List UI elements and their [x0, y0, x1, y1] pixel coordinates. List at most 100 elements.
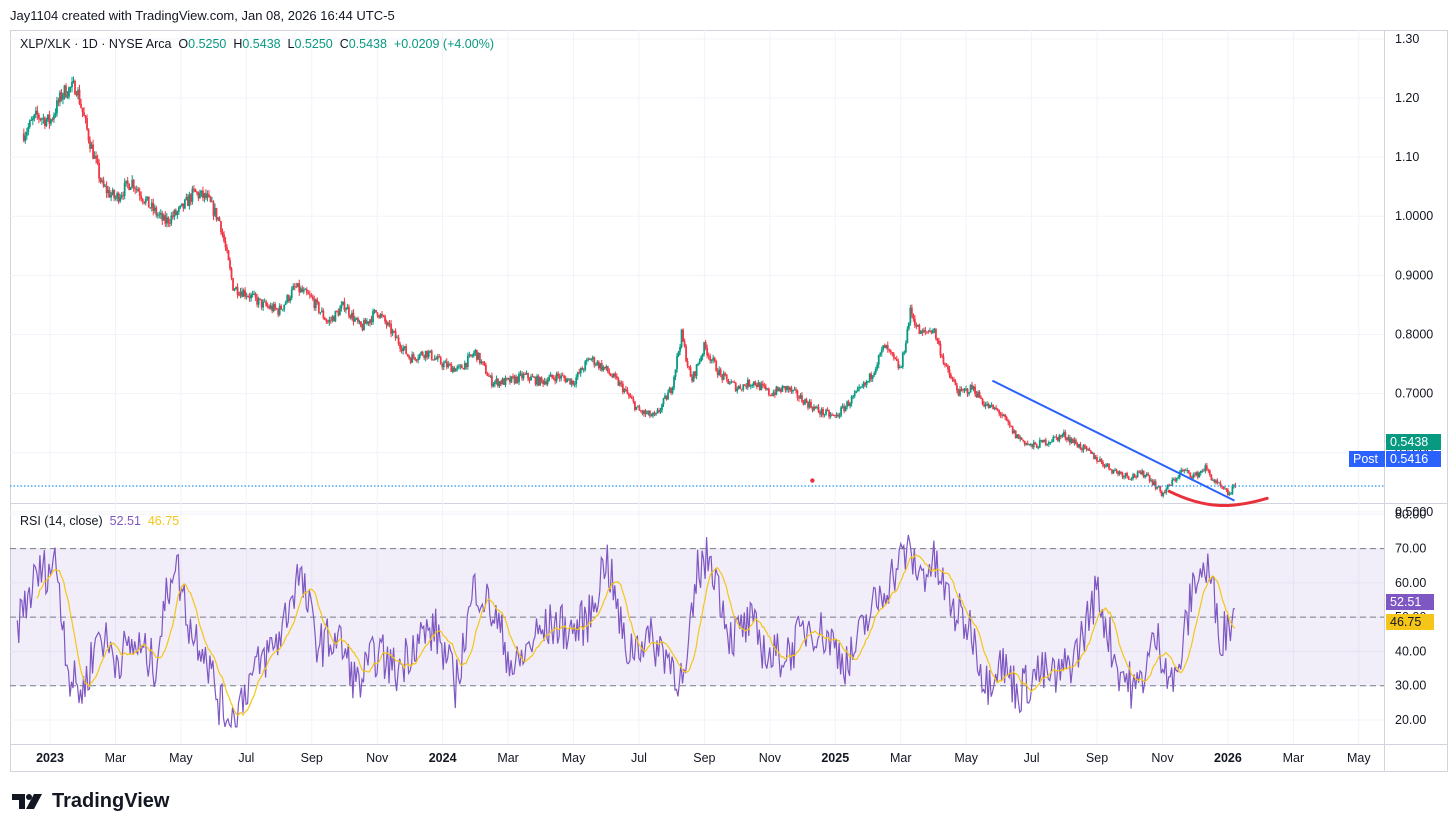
candle-body [1014, 430, 1017, 439]
candle-body [328, 320, 331, 323]
candle-body [411, 354, 414, 363]
candle-body [305, 289, 308, 293]
candle-body [734, 382, 737, 392]
price-tick-label: 0.7000 [1395, 387, 1433, 401]
candle-body [286, 295, 289, 303]
candle-body [558, 375, 561, 379]
candle-body [412, 354, 415, 358]
candle-body [1233, 485, 1235, 487]
candle-body [441, 363, 444, 368]
candle-body [606, 366, 609, 372]
candle-body [623, 389, 626, 393]
candle-body [250, 294, 252, 299]
candle-body [128, 183, 131, 190]
candle-body [260, 299, 263, 308]
tradingview-logo[interactable]: TradingView [12, 790, 169, 813]
candle-body [948, 369, 951, 375]
candle-body [1120, 471, 1122, 474]
candle-body [990, 404, 993, 406]
candle-body [87, 129, 90, 141]
candle-body [1132, 474, 1134, 479]
candle-body [206, 194, 209, 198]
candle-body [256, 297, 259, 305]
tradingview-logo-icon [12, 793, 42, 809]
candle-body [856, 388, 859, 392]
time-tick-label: May [169, 751, 193, 765]
candle-body [215, 207, 218, 220]
candle-body [731, 381, 734, 383]
candle-body [420, 352, 423, 355]
candle-body [43, 117, 46, 127]
candle-body [1135, 476, 1138, 478]
candle-body [435, 358, 438, 360]
candle-body [108, 190, 111, 198]
candle-body [131, 179, 134, 188]
candle-body [1198, 472, 1201, 478]
rsi-ma-tag: 46.75 [1386, 614, 1434, 630]
candle-body [227, 250, 230, 261]
rsi-label: RSI (14, close) [20, 514, 103, 528]
time-tick-label: May [1347, 751, 1371, 765]
candle-body [436, 356, 439, 360]
time-tick-label: Nov [366, 751, 389, 765]
high-value: 0.5438 [242, 37, 281, 51]
candle-body [1040, 440, 1043, 441]
candle-body [537, 375, 540, 386]
candle-body [354, 318, 356, 322]
candle-body [1091, 452, 1094, 454]
candle-body [620, 382, 623, 384]
candle-body [770, 395, 773, 397]
candle-body [635, 406, 638, 410]
candle-body [74, 80, 76, 95]
candle-body [114, 198, 117, 199]
candle-body [495, 378, 498, 382]
candle-body [551, 374, 554, 378]
candle-body [581, 367, 584, 371]
candle-body [707, 355, 710, 357]
candle-body [396, 337, 398, 339]
candle-body [189, 194, 192, 202]
candle-body [36, 110, 39, 115]
candle-body [758, 382, 761, 390]
candle-body [1159, 485, 1162, 492]
candle-body [1165, 489, 1168, 493]
candle-body [400, 348, 403, 352]
candle-body [611, 376, 614, 378]
candle-body [375, 310, 377, 313]
time-tick-label: 2024 [429, 751, 457, 765]
candle-body [870, 373, 873, 379]
candle-body [618, 382, 621, 386]
candle-body [241, 291, 243, 297]
price-legend: XLP/XLK · 1D · NYSE Arca O0.5250 H0.5438… [20, 37, 494, 51]
candle-body [572, 380, 575, 385]
candle-body [822, 408, 824, 416]
candle-body [1050, 441, 1053, 443]
candle-body [861, 386, 864, 388]
candle-body [1199, 470, 1202, 473]
candle-body [1029, 444, 1032, 445]
candle-body [755, 384, 758, 387]
candle-body [1213, 480, 1216, 483]
candle-body [325, 319, 328, 322]
candle-body [609, 373, 612, 377]
candle-body [841, 406, 844, 408]
candle-body [1055, 436, 1058, 438]
candle-body [852, 396, 855, 398]
candle-body [883, 345, 886, 348]
candle-body [414, 357, 417, 360]
candle-body [805, 399, 808, 403]
candle-body [602, 366, 605, 371]
candle-body [80, 103, 82, 108]
time-tick-label: Mar [1283, 751, 1305, 765]
candle-body [1008, 422, 1011, 426]
candle-body [447, 363, 450, 368]
candle-body [78, 89, 81, 104]
candle-body [1034, 442, 1037, 445]
candle-body [641, 411, 644, 414]
candle-body [299, 288, 302, 293]
candle-body [462, 368, 465, 370]
candle-body [540, 377, 543, 381]
candle-body [77, 89, 79, 96]
candle-body [968, 392, 970, 394]
